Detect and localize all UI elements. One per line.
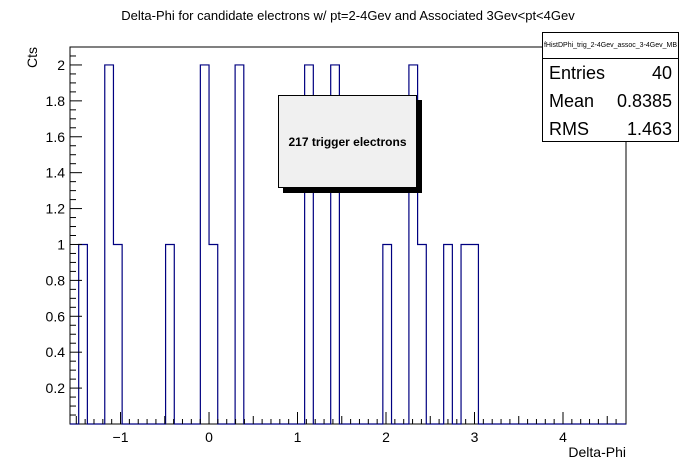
y-axis: 0.2 0.4 0.6 0.8 1 1.2 1.4 1.6 1.8 2	[46, 46, 82, 416]
annotation-box: 217 trigger electrons	[278, 95, 417, 188]
stats-label: Entries	[549, 62, 606, 83]
stats-histogram-name: fHistDPhi_trig_2-4Gev_assoc_3-4Gev_MB	[543, 33, 678, 59]
x-tick-label: 1	[294, 429, 302, 445]
y-tick-label: 1.6	[46, 129, 66, 145]
x-tick-label: 3	[471, 429, 479, 445]
y-tick-label: 1.4	[46, 165, 66, 181]
x-tick-label: 4	[559, 429, 567, 445]
stats-row-rms: RMS 1.463	[543, 115, 678, 143]
x-tick-label: 0	[205, 429, 213, 445]
stats-row-entries: Entries 40	[543, 59, 678, 87]
stats-value: 40	[651, 62, 672, 83]
stats-value: 1.463	[626, 118, 672, 139]
stats-value: 0.8385	[616, 90, 672, 111]
chart-title: Delta-Phi for candidate electrons w/ pt=…	[121, 8, 575, 23]
y-tick-label: 0.2	[46, 380, 66, 396]
y-tick-label: 1.8	[46, 93, 66, 109]
stats-label: RMS	[549, 118, 589, 139]
annotation-text: 217 trigger electrons	[288, 134, 407, 149]
x-axis: −1 0 1 2 3 4	[75, 412, 617, 445]
stats-label: Mean	[549, 90, 595, 111]
x-tick-label: −1	[113, 429, 129, 445]
stats-box: fHistDPhi_trig_2-4Gev_assoc_3-4Gev_MB En…	[542, 32, 679, 142]
stats-row-mean: Mean 0.8385	[543, 87, 678, 115]
x-axis-label: Delta-Phi	[568, 444, 626, 460]
y-tick-label: 1	[57, 236, 65, 252]
y-axis-label: Cts	[24, 47, 40, 68]
y-tick-label: 2	[57, 57, 65, 73]
y-tick-label: 0.6	[46, 308, 66, 324]
x-tick-label: 2	[382, 429, 390, 445]
y-tick-label: 0.8	[46, 272, 66, 288]
y-tick-label: 0.4	[46, 344, 66, 360]
y-tick-label: 1.2	[46, 201, 66, 217]
